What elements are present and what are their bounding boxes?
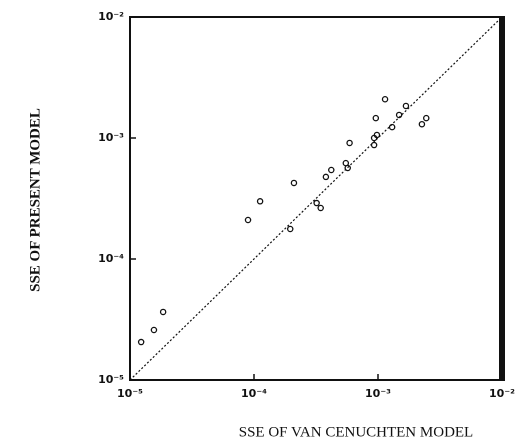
y-tick-label: 10⁻⁵: [98, 373, 124, 386]
y-tick-label: 10⁻²: [98, 10, 124, 23]
y-axis-label: SSE OF PRESENT MODEL: [27, 108, 43, 292]
y-tick-label: 10⁻³: [98, 131, 124, 144]
point: [313, 199, 320, 207]
point: [423, 114, 430, 122]
point: [137, 338, 145, 346]
point: [402, 102, 410, 110]
point: [372, 114, 380, 122]
x-axis-label: SSE OF VAN CENUCHTEN MODEL: [239, 424, 473, 440]
x-tick-label: 10⁻³: [365, 387, 391, 400]
point: [388, 123, 396, 131]
point: [344, 164, 351, 172]
point: [159, 308, 167, 316]
point: [346, 139, 353, 147]
point: [244, 216, 252, 224]
point: [290, 179, 298, 187]
point: [373, 131, 381, 139]
y-tick-label: 10⁻⁴: [98, 252, 124, 265]
point: [286, 225, 294, 233]
point: [381, 96, 389, 103]
x-tick-label: 10⁻²: [489, 387, 515, 400]
x-tick-label: 10⁻⁵: [117, 387, 143, 400]
point: [256, 198, 264, 205]
point: [150, 326, 158, 334]
point: [317, 204, 324, 212]
identity-line: [129, 16, 503, 381]
x-tick-label: 10⁻⁴: [241, 387, 267, 400]
point: [418, 120, 426, 128]
point: [322, 173, 330, 181]
point: [370, 141, 378, 149]
point: [328, 166, 335, 174]
point: [395, 111, 403, 119]
